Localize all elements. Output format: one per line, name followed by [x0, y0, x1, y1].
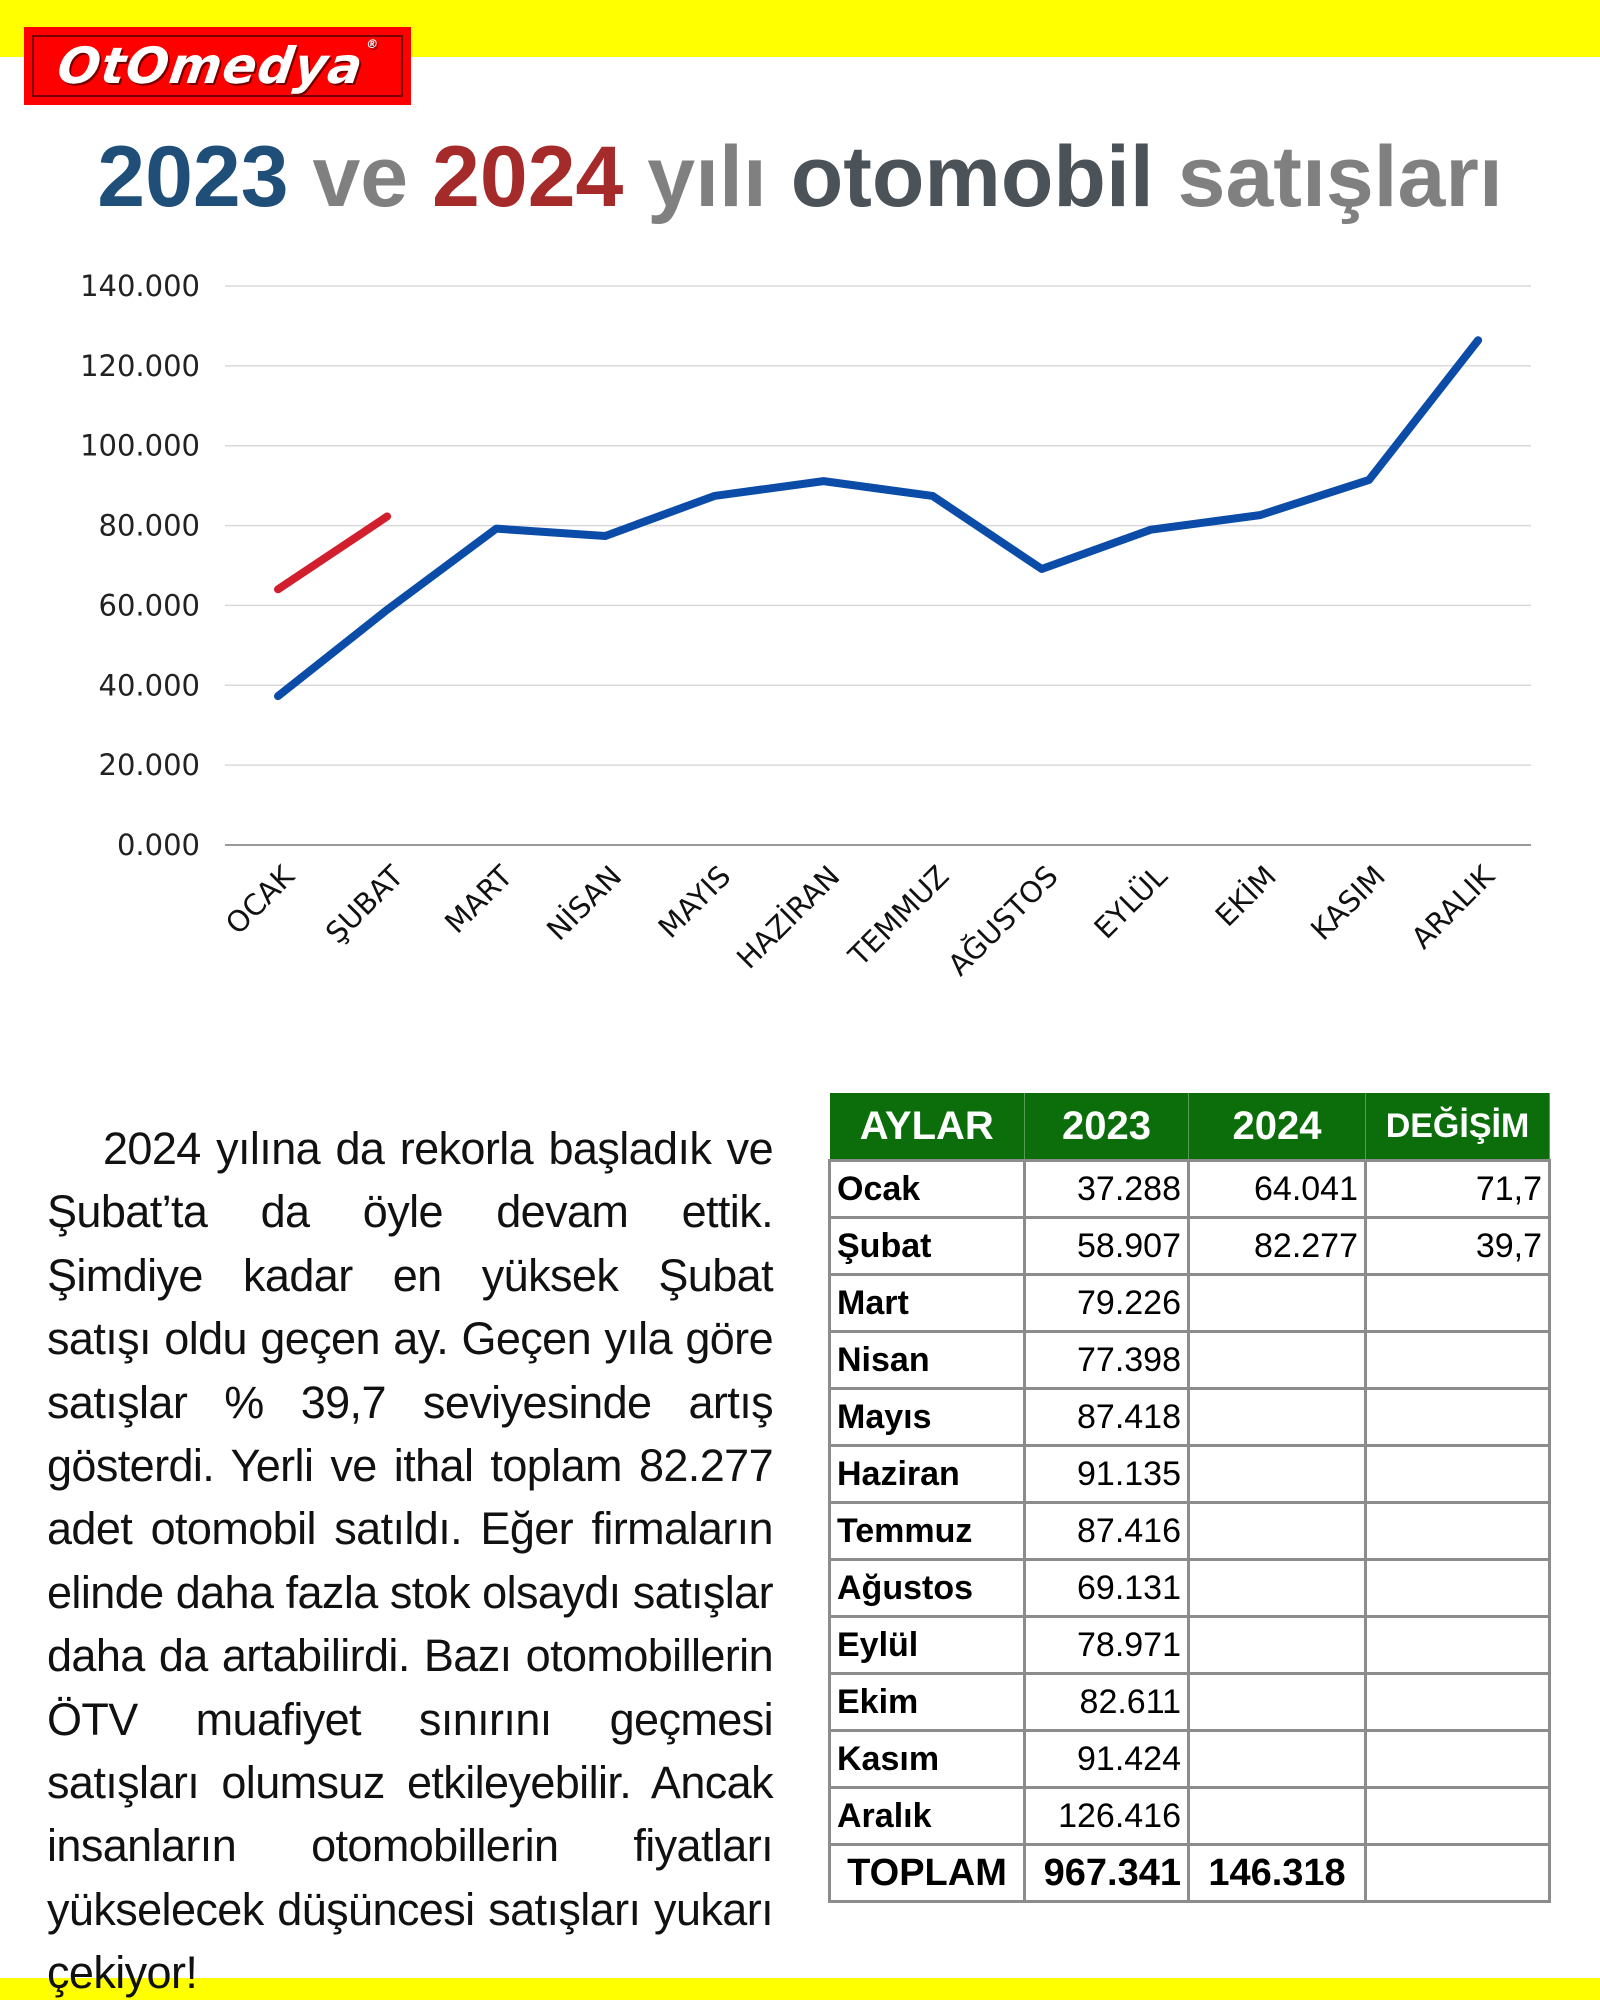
month-cell: Kasım [830, 1731, 1025, 1788]
value-2024-cell [1189, 1674, 1366, 1731]
value-2023-cell: 91.135 [1025, 1446, 1189, 1503]
value-2024-cell [1189, 1731, 1366, 1788]
change-cell [1366, 1332, 1550, 1389]
value-2024-cell: 64.041 [1189, 1161, 1366, 1218]
value-2023-cell: 82.611 [1025, 1674, 1189, 1731]
value-2024-cell [1189, 1788, 1366, 1845]
value-2023-cell: 77.398 [1025, 1332, 1189, 1389]
change-cell [1366, 1446, 1550, 1503]
value-2024-cell [1189, 1560, 1366, 1617]
month-cell: Nisan [830, 1332, 1025, 1389]
table-header-row: AYLAR 2023 2024 DEĞİŞİM [830, 1093, 1550, 1161]
change-cell [1366, 1275, 1550, 1332]
x-tick-label: MART [438, 859, 519, 940]
x-tick-label: OCAK [219, 858, 302, 941]
change-cell [1366, 1788, 1550, 1845]
total-change [1366, 1845, 1550, 1902]
header-months: AYLAR [830, 1093, 1025, 1161]
header-2024: 2024 [1189, 1093, 1366, 1161]
x-tick-label: EYLÜL [1087, 859, 1173, 945]
y-tick-label: 20.000 [99, 748, 200, 782]
value-2024-cell [1189, 1503, 1366, 1560]
change-cell [1366, 1617, 1550, 1674]
month-cell: Haziran [830, 1446, 1025, 1503]
y-tick-label: 80.000 [99, 509, 200, 543]
month-cell: Ekim [830, 1674, 1025, 1731]
value-2024-cell [1189, 1275, 1366, 1332]
total-2024: 146.318 [1189, 1845, 1366, 1902]
x-tick-label: ŞUBAT [319, 859, 410, 950]
article-paragraph: 2024 yılına da rekorla başladık ve Şubat… [47, 1117, 773, 2005]
x-tick-label: KASIM [1304, 859, 1392, 947]
month-cell: Ağustos [830, 1560, 1025, 1617]
change-cell [1366, 1503, 1550, 1560]
x-tick-label: MAYIS [652, 859, 738, 945]
y-tick-label: 0.000 [117, 828, 200, 862]
month-cell: Ocak [830, 1161, 1025, 1218]
value-2024-cell [1189, 1617, 1366, 1674]
x-tick-label: EKİM [1209, 859, 1283, 933]
value-2024-cell [1189, 1446, 1366, 1503]
month-cell: Aralık [830, 1788, 1025, 1845]
header-2023: 2023 [1025, 1093, 1189, 1161]
change-cell [1366, 1389, 1550, 1446]
total-2023: 967.341 [1025, 1845, 1189, 1902]
y-tick-label: 140.000 [80, 269, 200, 303]
month-cell: Eylül [830, 1617, 1025, 1674]
change-cell: 71,7 [1366, 1161, 1550, 1218]
value-2023-cell: 69.131 [1025, 1560, 1189, 1617]
y-tick-label: 60.000 [99, 588, 200, 622]
x-tick-label: HAZİRAN [730, 859, 846, 975]
month-cell: Şubat [830, 1218, 1025, 1275]
series-line-2024 [278, 516, 387, 589]
y-tick-label: 120.000 [80, 349, 200, 383]
y-tick-label: 40.000 [99, 668, 200, 702]
value-2024-cell [1189, 1332, 1366, 1389]
total-label: TOPLAM [830, 1845, 1025, 1902]
change-cell [1366, 1674, 1550, 1731]
value-2023-cell: 87.418 [1025, 1389, 1189, 1446]
value-2024-cell [1189, 1389, 1366, 1446]
x-tick-label: NİSAN [540, 859, 628, 947]
value-2024-cell: 82.277 [1189, 1218, 1366, 1275]
line-chart: 0.000 20.000 40.000 60.000 80.000 100.000 120.… [0, 0, 1600, 1040]
value-2023-cell: 37.288 [1025, 1161, 1189, 1218]
y-tick-label: 100.000 [80, 429, 200, 463]
series-line-2023 [278, 340, 1478, 696]
change-cell [1366, 1731, 1550, 1788]
value-2023-cell: 126.416 [1025, 1788, 1189, 1845]
change-cell [1366, 1560, 1550, 1617]
month-cell: Mart [830, 1275, 1025, 1332]
value-2023-cell: 79.226 [1025, 1275, 1189, 1332]
header-change: DEĞİŞİM [1366, 1093, 1550, 1161]
month-cell: Temmuz [830, 1503, 1025, 1560]
x-tick-label: AĞUSTOS [941, 859, 1064, 982]
value-2023-cell: 87.416 [1025, 1503, 1189, 1560]
x-tick-label: TEMMUZ [841, 859, 955, 973]
month-cell: Mayıs [830, 1389, 1025, 1446]
value-2023-cell: 91.424 [1025, 1731, 1189, 1788]
x-tick-label: ARALIK [1405, 858, 1502, 955]
value-2023-cell: 78.971 [1025, 1617, 1189, 1674]
value-2023-cell: 58.907 [1025, 1218, 1189, 1275]
change-cell: 39,7 [1366, 1218, 1550, 1275]
